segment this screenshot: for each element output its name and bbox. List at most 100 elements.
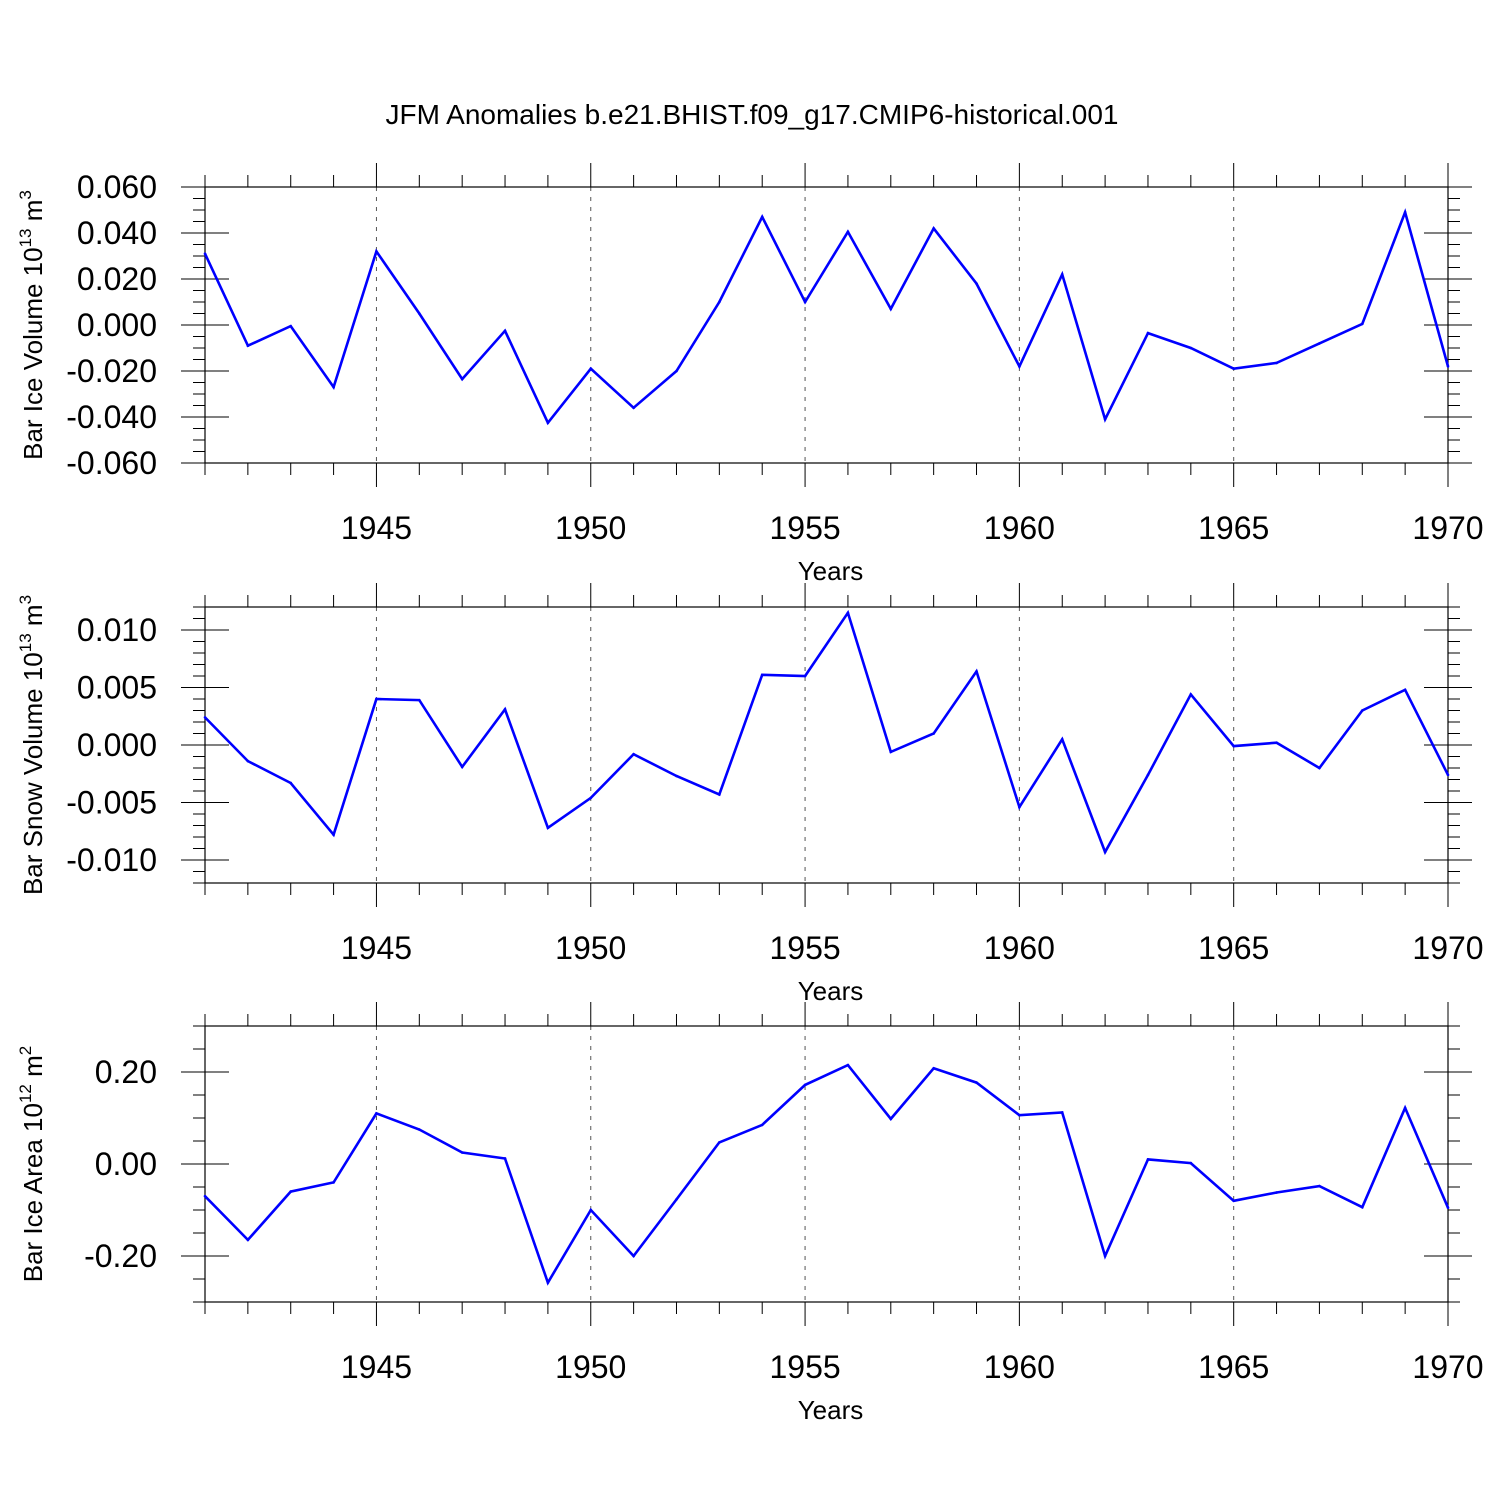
y-axis-title-unit: m [18, 604, 48, 633]
data-point [375, 1112, 378, 1115]
y-tick-label: -0.040 [66, 399, 157, 435]
data-point [975, 282, 978, 285]
y-axis-title-unit-exponent: 3 [16, 190, 35, 199]
chart-panel-2: -0.010 -0.005 0.000 0.005 0.010 1945 1950 1955 1… [16, 583, 1484, 1006]
y-tick-label: 0.020 [77, 261, 157, 297]
y-tick-label: 0.000 [77, 727, 157, 763]
data-point [332, 385, 335, 389]
data-point [1146, 331, 1150, 335]
data-point [889, 307, 893, 311]
x-tick-label: 1950 [555, 1349, 626, 1385]
data-point [803, 300, 807, 304]
y-axis-title-unit-exponent: 3 [16, 595, 35, 604]
x-tick-label: 1955 [769, 930, 840, 966]
data-point [460, 765, 464, 769]
y-axis-title-main: Bar Ice Area 10 [18, 1103, 48, 1282]
data-point [418, 312, 421, 315]
data-point [932, 1067, 935, 1070]
x-tick-label: 1950 [555, 930, 626, 966]
data-point [589, 367, 593, 371]
data-point [760, 215, 764, 219]
y-axis-title: Bar Ice Area 1012 m2 [16, 1046, 48, 1283]
data-point [203, 252, 207, 255]
data-point [246, 1238, 250, 1242]
data-point [375, 250, 378, 253]
series-line-1 [203, 208, 1450, 426]
data-point [1018, 365, 1021, 368]
data-point [503, 708, 507, 711]
y-tick-label: -0.060 [66, 445, 157, 481]
y-axis-title-unit: m [18, 1055, 48, 1084]
panels: -0.060 -0.040 -0.020 0.000 0.020 0.040 0.060 19… [16, 163, 1484, 1425]
y-axis-title: Bar Ice Volume 1013 m3 [16, 190, 48, 460]
data-point [632, 406, 635, 410]
data-point [1403, 211, 1407, 214]
data-point [1103, 850, 1107, 854]
x-tick-label: 1955 [769, 1349, 840, 1385]
data-point [1360, 1205, 1364, 1209]
y-axis-title-main: Bar Snow Volume 10 [18, 652, 48, 895]
data-point [1275, 741, 1278, 744]
data-point [932, 732, 935, 735]
data-point [1360, 322, 1364, 326]
data-point [1232, 1199, 1235, 1203]
data-point [375, 697, 378, 701]
y-tick-label: -0.020 [66, 353, 157, 389]
y-tick-label: 0.040 [77, 215, 157, 251]
y-tick-label: 0.010 [77, 612, 157, 648]
data-point [1103, 1254, 1107, 1258]
data-point [1103, 418, 1107, 421]
x-tick-label: 1945 [341, 510, 412, 546]
data-point [718, 1141, 721, 1144]
data-point [203, 1194, 207, 1198]
y-tick-label: 0.20 [95, 1054, 157, 1090]
data-point [246, 344, 250, 348]
data-point [803, 674, 807, 678]
data-point [1189, 346, 1193, 350]
x-tick-label: 1945 [341, 1349, 412, 1385]
data-point [1018, 805, 1021, 809]
data-point [632, 1254, 635, 1258]
data-point [1060, 273, 1064, 276]
y-tick-label: -0.005 [66, 785, 157, 821]
x-tick-label: 1955 [769, 510, 840, 546]
data-point [846, 1063, 850, 1067]
data-point [289, 324, 293, 328]
x-tick-label: 1970 [1412, 1349, 1483, 1385]
data-point [1146, 773, 1150, 777]
y-tick-label: 0.00 [95, 1146, 157, 1182]
y-axis-title-exponent: 13 [16, 228, 35, 247]
data-point [1189, 693, 1193, 696]
x-tick-label: 1960 [984, 930, 1055, 966]
x-tick-label: 1950 [555, 510, 626, 546]
data-point [975, 670, 978, 673]
data-point [503, 1157, 507, 1160]
data-point [332, 1181, 335, 1184]
data-point [718, 793, 721, 796]
data-point [932, 227, 935, 230]
y-axis-title-exponent: 12 [16, 1084, 35, 1103]
data-point [760, 673, 764, 677]
x-tick-label: 1970 [1412, 930, 1483, 966]
data-point [589, 1208, 593, 1212]
data-point [546, 421, 550, 425]
x-tick-label: 1965 [1198, 930, 1269, 966]
data-point [289, 1190, 293, 1193]
data-point [675, 369, 678, 373]
data-point [460, 1151, 464, 1154]
data-point [546, 826, 550, 830]
data-point [1275, 361, 1278, 365]
data-point [1232, 367, 1235, 371]
x-tick-label: 1965 [1198, 510, 1269, 546]
chart-panel-3: -0.20 0.00 0.20 1945 1950 1955 1960 1965 1970 Yea… [16, 1002, 1484, 1425]
x-tick-label: 1960 [984, 510, 1055, 546]
figure-title: JFM Anomalies b.e21.BHIST.f09_g17.CMIP6-… [385, 99, 1118, 130]
x-axis-title: Years [798, 556, 864, 586]
data-point [203, 716, 207, 719]
data-point [246, 759, 250, 763]
series-line-1 [204, 609, 1450, 856]
y-axis-title-unit-exponent: 2 [16, 1046, 35, 1055]
y-tick-label: -0.20 [84, 1238, 157, 1274]
data-point [1318, 1184, 1321, 1188]
